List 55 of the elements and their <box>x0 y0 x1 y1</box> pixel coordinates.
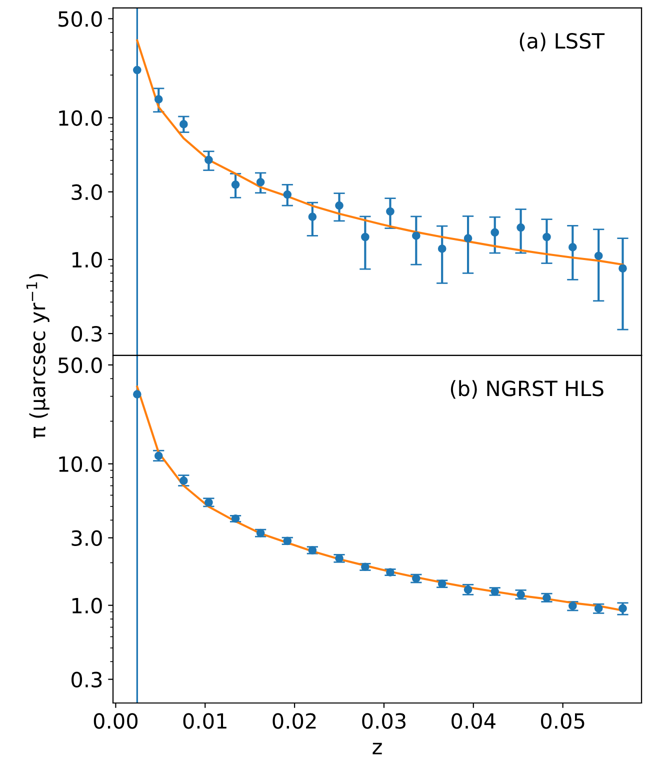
x-tick-label: 0.01 <box>183 713 226 729</box>
point <box>386 207 394 216</box>
point <box>256 178 265 186</box>
y-tick-label: 3.0 <box>72 184 102 200</box>
x-tick-label: 0.02 <box>272 713 316 729</box>
point <box>618 604 627 613</box>
point <box>542 594 551 602</box>
point <box>438 244 446 253</box>
point <box>132 390 142 398</box>
x-axis-title: z <box>372 742 382 754</box>
point <box>361 562 370 572</box>
x-tick-label: 0.04 <box>452 713 496 729</box>
point <box>179 120 188 128</box>
point <box>618 264 627 273</box>
point <box>283 190 292 199</box>
point <box>490 228 500 237</box>
point <box>204 156 213 164</box>
x-tick-label: 0.00 <box>94 713 138 729</box>
annotation: (b) NGRST HLS <box>450 380 604 399</box>
y-tick-label: 3.0 <box>72 530 102 546</box>
point <box>283 536 292 546</box>
x-tick-label: 0.03 <box>362 713 406 729</box>
point <box>594 252 603 260</box>
annotation: (a) LSST <box>520 32 605 52</box>
point <box>179 476 188 485</box>
point <box>335 201 344 210</box>
point <box>256 528 265 538</box>
point <box>464 234 472 242</box>
point <box>154 95 163 104</box>
point <box>308 546 317 554</box>
y-tick-label: 1.0 <box>72 252 102 268</box>
point <box>516 590 525 599</box>
point <box>412 232 420 240</box>
y-tick-label: 10.0 <box>59 456 102 472</box>
point <box>542 232 551 242</box>
point <box>568 243 577 252</box>
y-tick-label: 0.3 <box>72 326 102 342</box>
point <box>204 498 213 507</box>
point <box>412 574 420 583</box>
point <box>308 212 317 221</box>
point <box>335 554 344 562</box>
y-tick-label: 50.0 <box>58 11 102 27</box>
point <box>132 66 142 74</box>
point <box>386 568 394 577</box>
point <box>438 580 446 588</box>
point <box>361 232 370 242</box>
point <box>231 514 240 523</box>
y-axis-title: π (μarcsec yr$^{−1}$) <box>26 274 50 438</box>
point <box>516 223 525 232</box>
x-tick-label: 0.05 <box>541 713 584 729</box>
y-tick-label: 0.3 <box>72 672 102 688</box>
y-tick-label: 10.0 <box>59 110 102 126</box>
point <box>231 180 240 189</box>
y-tick-label: 50.0 <box>58 357 102 374</box>
y-tick-label: 1.0 <box>72 598 102 614</box>
